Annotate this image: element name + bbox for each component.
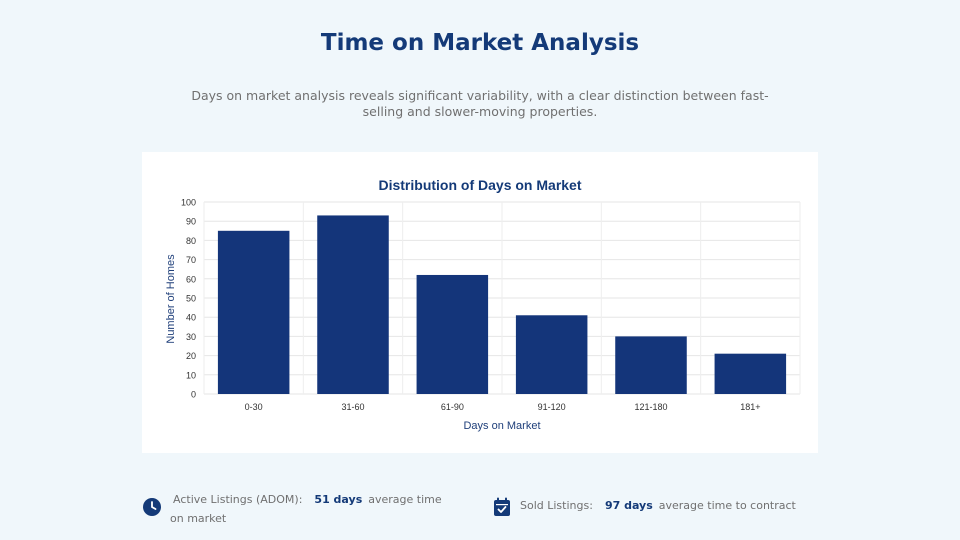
active-listings-value: 51 days	[314, 493, 363, 506]
y-tick-label: 40	[186, 313, 196, 323]
page-subtitle: Days on market analysis reveals signific…	[191, 88, 769, 119]
x-tick-label: 121-180	[634, 402, 667, 412]
calendar-check-icon	[494, 497, 510, 516]
y-tick-label: 70	[186, 255, 196, 265]
active-listings-suffix: average time on market	[170, 493, 442, 525]
y-tick-label: 0	[191, 390, 196, 400]
x-tick-label: 31-60	[341, 402, 364, 412]
bar-181+	[714, 353, 787, 394]
chart-card: Distribution of Days on Market 0 10 20 30 40…	[142, 152, 818, 453]
y-tick-label: 30	[186, 332, 196, 342]
y-tick-label: 90	[186, 217, 196, 227]
sold-listings-value: 97 days	[604, 499, 653, 512]
bar-91-120	[515, 315, 588, 394]
active-listings-stat: Active Listings (ADOM): 51 days average ti…	[170, 490, 450, 528]
y-axis-label: Number of Homes	[165, 254, 177, 344]
bar-chart: Distribution of Days on Market 0 10 20 30 40…	[165, 177, 801, 432]
y-tick-label: 80	[186, 236, 196, 246]
bar-61-90	[416, 274, 489, 394]
bar-121-180	[615, 336, 687, 394]
x-tick-label: 91-120	[538, 402, 566, 412]
sold-listings-stat: Sold Listings: 97 days average time to con…	[520, 499, 796, 512]
bar-31-60	[317, 215, 389, 394]
sold-listings-label: Sold Listings:	[520, 499, 593, 512]
sold-listings-suffix: average time to contract	[658, 499, 796, 512]
y-tick-label: 100	[181, 198, 196, 208]
clock-icon	[143, 498, 161, 516]
x-tick-label: 0-30	[245, 402, 263, 412]
y-tick-label: 50	[186, 294, 196, 304]
active-listings-label: Active Listings (ADOM):	[173, 493, 303, 506]
page-title: Time on Market Analysis	[320, 30, 640, 56]
y-tick-label: 10	[186, 370, 196, 380]
x-axis-label: Days on Market	[463, 420, 540, 432]
x-tick-label: 61-90	[441, 402, 464, 412]
bar-0-30	[217, 230, 290, 394]
y-tick-label: 20	[186, 351, 196, 361]
x-tick-label: 181+	[740, 402, 760, 412]
chart-title: Distribution of Days on Market	[378, 177, 581, 193]
y-tick-label: 60	[186, 274, 196, 284]
